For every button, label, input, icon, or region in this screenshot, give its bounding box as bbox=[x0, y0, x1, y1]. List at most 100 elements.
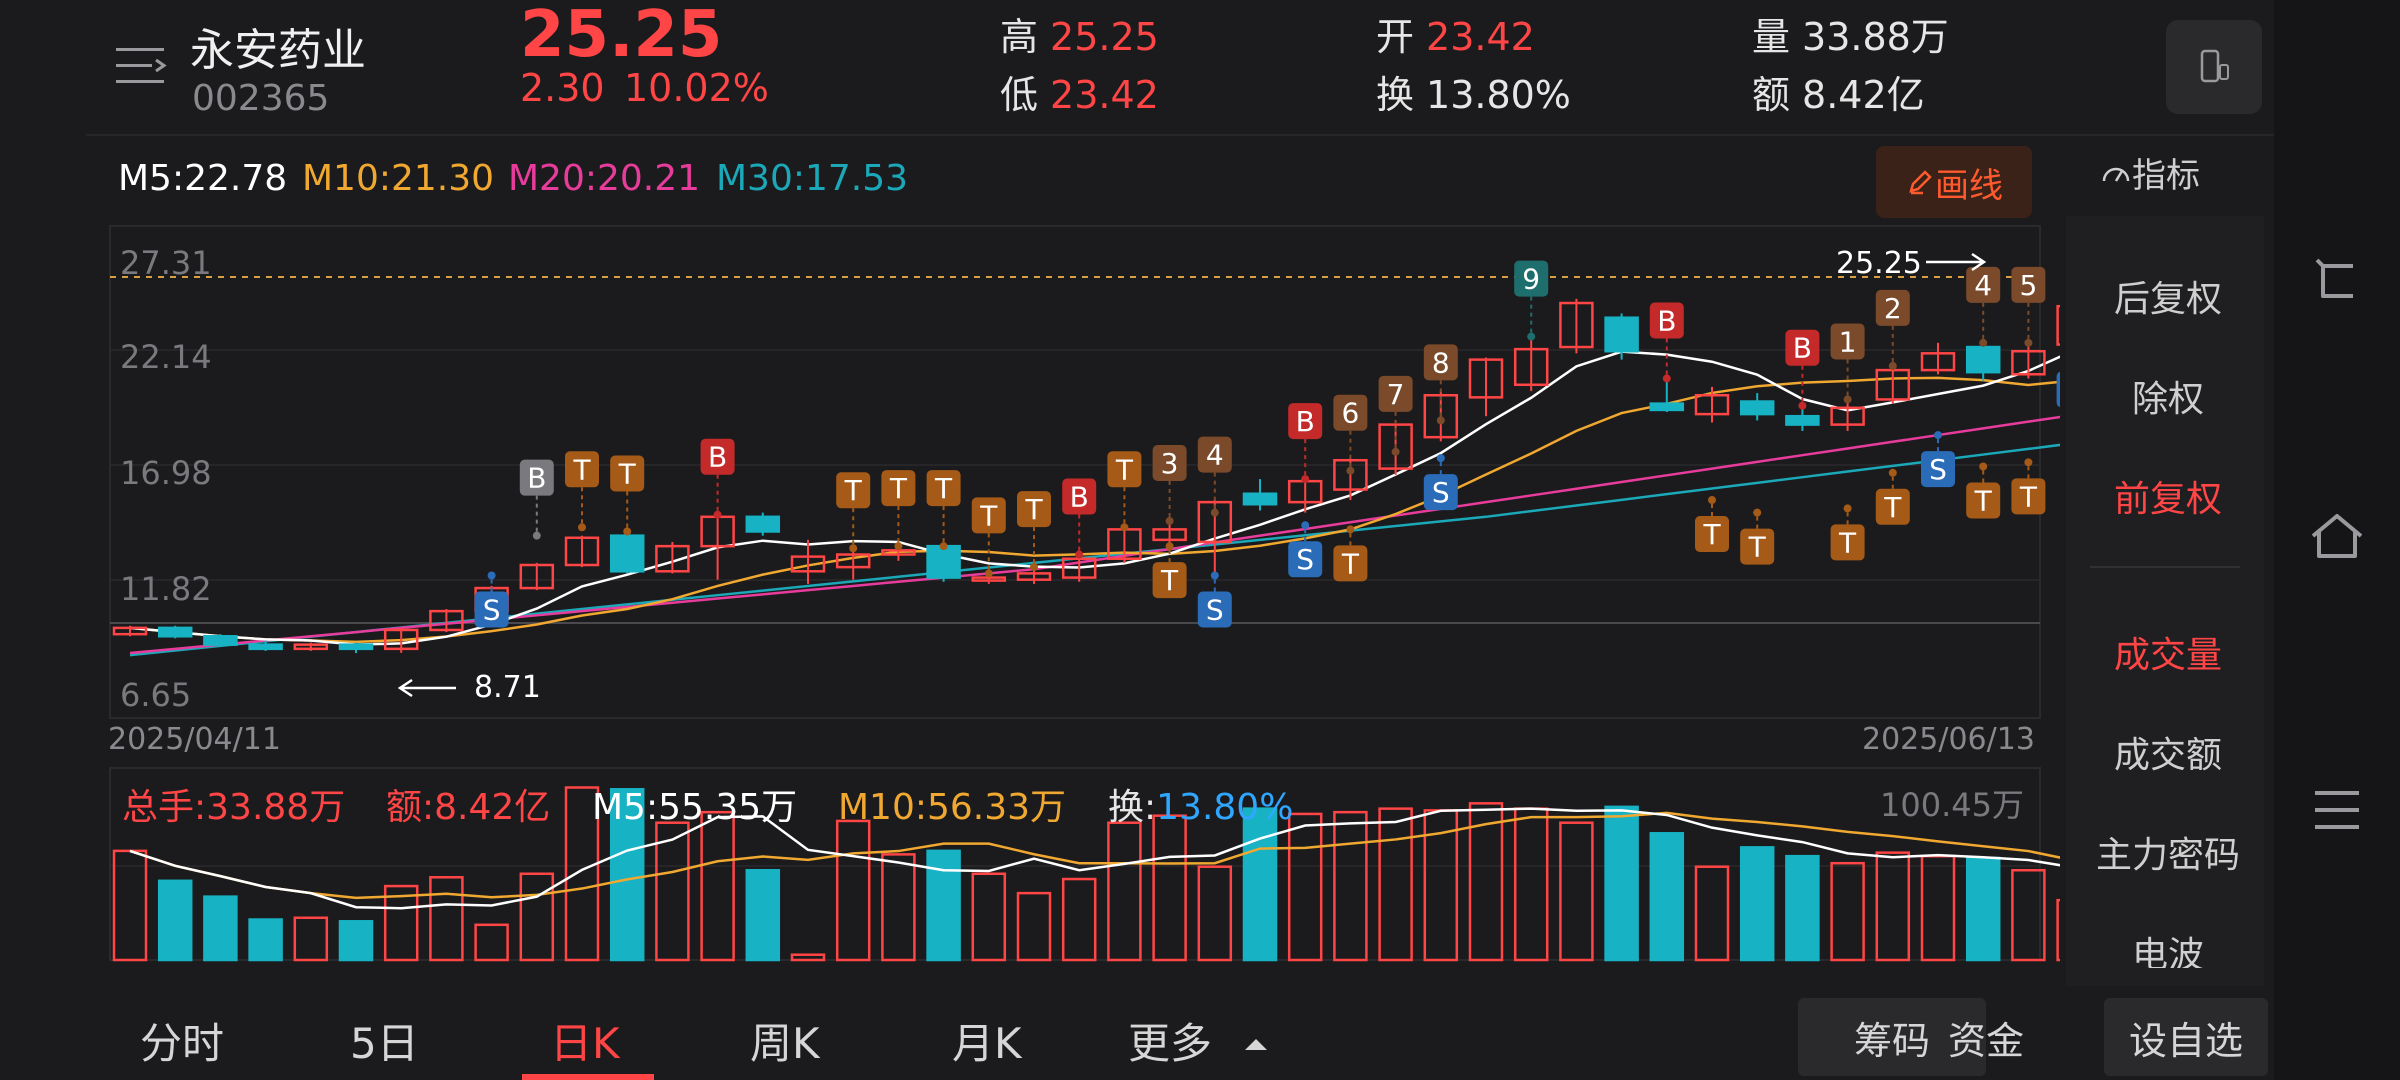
candle-body bbox=[926, 544, 961, 579]
candle-body bbox=[1694, 393, 1730, 416]
signal-letter: 5 bbox=[2019, 269, 2037, 302]
candle-body bbox=[1152, 528, 1187, 542]
candle bbox=[1513, 336, 1549, 392]
candle-body bbox=[655, 544, 690, 573]
kline-chart[interactable]: BTTSBTTTTTBTT34SB6S7T8S9BB1245TTTTSTTS bbox=[0, 0, 2060, 990]
candle-body bbox=[1649, 402, 1685, 412]
sell-signal-marker bbox=[1197, 591, 1232, 628]
date-end: 2025/06/13 bbox=[1862, 722, 2035, 757]
chips-button[interactable]: 筹码 bbox=[1798, 998, 1986, 1076]
recents-button[interactable] bbox=[2274, 770, 2400, 850]
candle-body bbox=[564, 536, 600, 567]
tab-weekly-k[interactable]: 周K bbox=[750, 1019, 820, 1068]
signal-letter: S bbox=[1206, 593, 1224, 626]
top-signal-marker bbox=[836, 472, 871, 509]
option-main-force[interactable]: 主力密码 bbox=[2095, 835, 2240, 876]
candle-body bbox=[745, 515, 781, 533]
option-wave[interactable]: 电波 bbox=[2131, 935, 2204, 968]
candle bbox=[564, 535, 600, 568]
count-marker bbox=[1966, 266, 2001, 303]
stat-volume-label: 量 bbox=[1752, 15, 1791, 59]
landscape-toggle-button[interactable] bbox=[2166, 20, 2262, 114]
indicator-label: 指标 bbox=[2132, 156, 2200, 196]
signal-letter: T bbox=[1974, 485, 1993, 518]
back-button[interactable] bbox=[2274, 240, 2400, 320]
tab-more[interactable]: 更多 bbox=[1128, 1010, 1271, 1071]
vol-total-label: 总手: bbox=[122, 787, 207, 828]
draw-line-label: 画线 bbox=[1935, 165, 2003, 206]
menu-lines-icon bbox=[2315, 791, 2359, 829]
indicator-button[interactable]: 指标 bbox=[2100, 148, 2200, 197]
volume-bar bbox=[609, 788, 645, 962]
app-window: 永安药业 002365 25.25 2.30 10.02% 高 25.25 低 23… bbox=[0, 0, 2274, 1080]
top-signal-marker bbox=[971, 497, 1006, 534]
ma5-line bbox=[129, 350, 2060, 646]
volume-bar bbox=[1242, 807, 1278, 962]
candle bbox=[2011, 342, 2046, 379]
header-divider bbox=[86, 134, 2274, 136]
signal-letter: T bbox=[979, 499, 998, 532]
y-tick-5: 6.65 bbox=[120, 676, 192, 714]
count-marker bbox=[1197, 436, 1232, 473]
home-button[interactable] bbox=[2274, 496, 2400, 576]
candle-body bbox=[293, 643, 329, 651]
stat-turnover-label: 换 bbox=[1376, 73, 1415, 117]
tab-intraday[interactable]: 分时 bbox=[140, 1019, 225, 1068]
stat-open-label: 开 bbox=[1376, 15, 1415, 59]
price-change-pct: 10.02% bbox=[624, 66, 769, 110]
volume-bar bbox=[655, 821, 690, 962]
option-pre-adjusted[interactable]: 前复权 bbox=[2113, 479, 2222, 520]
add-watchlist-button[interactable]: 设自选 bbox=[2104, 998, 2268, 1076]
stat-low-value: 23.42 bbox=[1050, 73, 1159, 117]
candle-body bbox=[248, 643, 283, 651]
signal-dot bbox=[713, 510, 722, 519]
count-marker bbox=[1514, 260, 1549, 297]
tab-monthly-k[interactable]: 月K bbox=[952, 1019, 1022, 1068]
option-amount[interactable]: 成交额 bbox=[2113, 735, 2222, 776]
signal-dot bbox=[1210, 571, 1219, 580]
volume-bar bbox=[157, 879, 193, 962]
candle-body bbox=[1423, 393, 1459, 439]
signal-dot bbox=[1843, 395, 1852, 404]
candle bbox=[1559, 298, 1594, 354]
volume-bar bbox=[383, 884, 419, 962]
option-ex-rights[interactable]: 除权 bbox=[2131, 379, 2204, 420]
volume-bar bbox=[1604, 805, 1639, 962]
tab-daily-k[interactable]: 日K bbox=[550, 1019, 620, 1068]
signal-letter: T bbox=[1748, 531, 1767, 564]
volume-bar bbox=[519, 872, 555, 962]
funds-button[interactable]: 资金 bbox=[1947, 1018, 2024, 1063]
candle-body bbox=[1468, 358, 1504, 399]
candle bbox=[338, 642, 374, 654]
stat-volume-value: 33.88万 bbox=[1802, 15, 1949, 59]
signal-dot bbox=[1346, 525, 1355, 534]
signal-dot bbox=[1662, 374, 1671, 383]
volume-bar bbox=[2056, 898, 2060, 962]
low-arrow bbox=[397, 678, 456, 698]
option-volume[interactable]: 成交量 bbox=[2113, 635, 2222, 676]
signal-letter: T bbox=[1838, 526, 1857, 559]
candle-body bbox=[203, 635, 238, 646]
buy-signal-marker bbox=[1288, 403, 1323, 440]
candle bbox=[1468, 357, 1504, 417]
signal-letter: T bbox=[844, 474, 863, 507]
draw-line-button[interactable]: 画线 bbox=[1876, 146, 2032, 218]
candle bbox=[293, 642, 329, 651]
tab-more-label: 更多 bbox=[1128, 1019, 1213, 1068]
top-signal-marker bbox=[1695, 516, 1729, 553]
top-signal-marker bbox=[926, 470, 961, 507]
volume-bar bbox=[1559, 821, 1594, 962]
volume-bar bbox=[474, 923, 509, 962]
signal-dot bbox=[1301, 521, 1310, 530]
tab-5day[interactable]: 5日 bbox=[350, 1019, 419, 1068]
volume-bar bbox=[1649, 832, 1685, 962]
signal-letter: T bbox=[572, 453, 591, 486]
signal-dot bbox=[984, 569, 993, 578]
ma20-label: M20:20.21 bbox=[508, 158, 701, 199]
menu-icon[interactable] bbox=[116, 44, 170, 88]
volume-bar bbox=[1739, 846, 1775, 962]
option-post-adjusted[interactable]: 后复权 bbox=[2113, 279, 2222, 320]
vol-max-label: 100.45万 bbox=[1880, 786, 2024, 824]
volume-bar bbox=[1333, 810, 1368, 962]
candle-body bbox=[881, 549, 916, 556]
